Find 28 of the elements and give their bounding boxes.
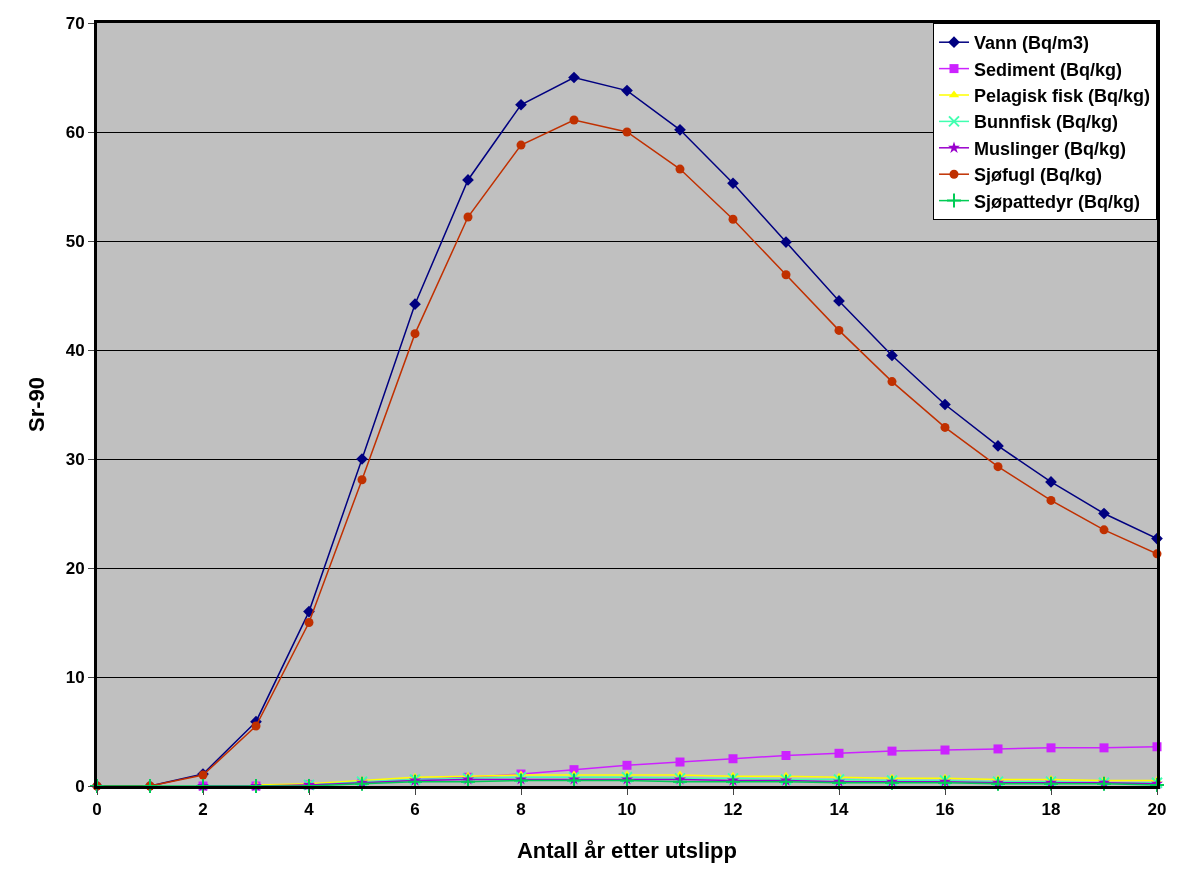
- y-tick-label: 40: [65, 340, 85, 360]
- x-tick-label: 8: [516, 800, 526, 820]
- legend-label: Muslinger (Bq/kg): [974, 138, 1126, 159]
- legend-label: Sjøfugl (Bq/kg): [974, 165, 1102, 186]
- legend-label: Sjøpattedyr (Bq/kg): [974, 191, 1141, 212]
- x-axis-title: Antall år etter utslipp: [516, 838, 738, 864]
- y-tick-label: 60: [65, 122, 85, 142]
- y-tick-label: 10: [65, 667, 85, 687]
- x-tick-label: 18: [1041, 800, 1061, 820]
- x-tick-label: 2: [198, 800, 208, 820]
- legend-label: Bunnfisk (Bq/kg): [974, 112, 1118, 133]
- y-tick-label: 30: [65, 449, 85, 469]
- x-tick-label: 10: [617, 800, 637, 820]
- legend-label: Sediment (Bq/kg): [974, 59, 1123, 80]
- x-tick-label: 4: [304, 800, 315, 820]
- x-tick-label: 14: [829, 800, 849, 820]
- x-tick-label: 12: [723, 800, 743, 820]
- x-tick-label: 20: [1147, 800, 1167, 820]
- legend-label: Vann (Bq/m3): [974, 33, 1090, 54]
- y-tick-label: 70: [65, 13, 85, 33]
- x-tick-label: 16: [935, 800, 955, 820]
- legend-label: Pelagisk fisk (Bq/kg): [974, 86, 1151, 107]
- y-tick-label: 50: [65, 231, 85, 251]
- x-tick-label: 0: [92, 800, 102, 820]
- y-axis-title: Sr-90: [24, 376, 50, 433]
- y-tick-label: 0: [75, 776, 85, 796]
- x-tick-label: 6: [410, 800, 420, 820]
- y-tick-label: 20: [65, 558, 85, 578]
